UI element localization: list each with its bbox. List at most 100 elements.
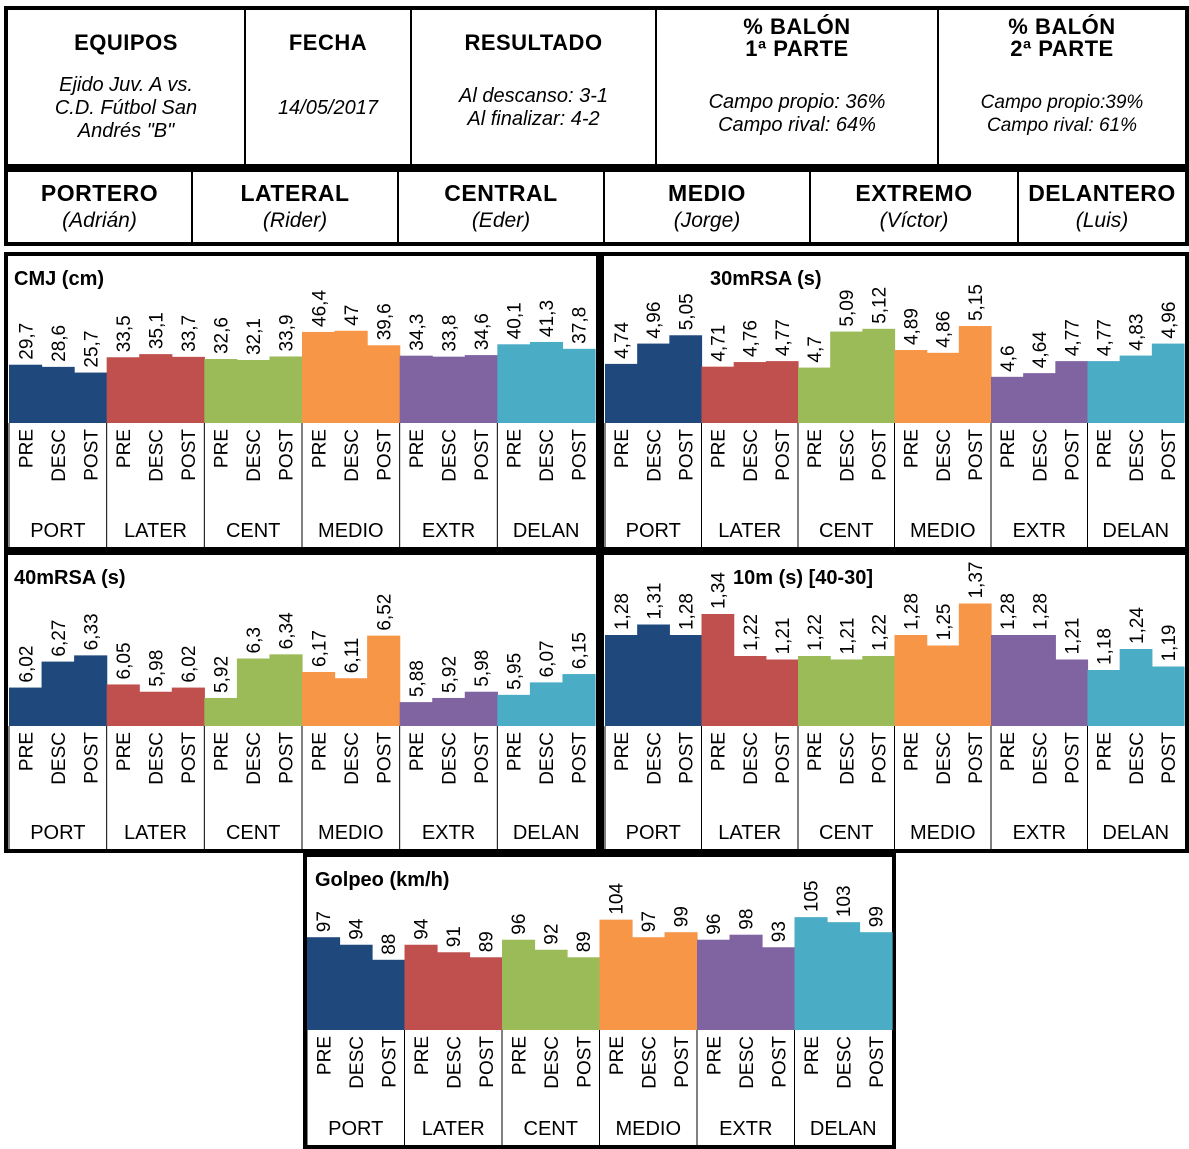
bar-cent-post [567, 957, 601, 1030]
category-tick-label: PRE [612, 732, 633, 771]
category-tick-label: PRE [612, 429, 633, 468]
position-extremo: EXTREMO (Víctor) [809, 170, 1019, 244]
chart-frame [303, 853, 896, 1149]
group-label-medio: MEDIO [318, 520, 384, 542]
data-label: 92 [542, 924, 563, 945]
category-tick-label: PRE [16, 429, 37, 468]
data-label: 4,86 [934, 311, 955, 348]
data-label: 4,83 [1127, 314, 1148, 351]
chart-title: CMJ (cm) [14, 268, 104, 290]
bar-cent-desc [830, 659, 863, 726]
fecha-header: FECHA [288, 30, 368, 55]
player-name: (Víctor) [879, 209, 949, 232]
category-tick-label: DESC [934, 429, 955, 482]
data-label: 103 [834, 885, 855, 917]
data-label: 4,89 [902, 308, 923, 345]
category-tick-label: PRE [509, 1036, 530, 1075]
bar-cent-desc [534, 949, 568, 1030]
category-tick-label: DESC [537, 429, 558, 482]
category-tick-label: DESC [342, 429, 363, 482]
bar-medio-post [958, 326, 992, 423]
bar-port-desc [41, 366, 75, 423]
group-label-medio: MEDIO [910, 822, 976, 844]
category-tick-label: DESC [49, 429, 70, 482]
data-label: 96 [509, 914, 530, 935]
group-label-port: PORT [30, 822, 85, 844]
equipos-cell: EQUIPOS Ejido Juv. A vs. C.D. Fútbol San… [5, 7, 246, 167]
category-tick-label: PRE [802, 1036, 823, 1075]
bar-delan-post [859, 932, 893, 1030]
bar-port-pre [9, 687, 43, 726]
category-tick-label: POST [570, 732, 591, 784]
category-tick-label: PRE [805, 732, 826, 771]
category-tick-label: PRE [805, 429, 826, 468]
bar-later-post [171, 687, 205, 726]
category-tick-label: POST [676, 429, 697, 481]
category-tick-label: PRE [212, 429, 233, 468]
bar-extr-post [762, 947, 796, 1030]
equipos-line-3: Andrés "B" [77, 120, 175, 142]
position-label: MEDIO [668, 180, 746, 206]
data-label: 1,18 [1095, 628, 1116, 665]
position-label: PORTERO [40, 180, 159, 206]
category-tick-label: POST [1159, 732, 1180, 784]
data-label: 1,21 [773, 618, 794, 655]
bar-extr-post [1055, 361, 1089, 423]
category-tick-label: DESC [147, 429, 168, 482]
bar-extr-post [464, 355, 498, 423]
group-label-cent: CENT [819, 520, 873, 542]
bar-later-post [469, 957, 503, 1030]
data-label: 46,4 [309, 290, 330, 327]
data-label: 97 [314, 911, 335, 932]
resultado-line-1: Al descanso: 3-1 [459, 85, 608, 107]
bar-delan-post [1151, 666, 1185, 726]
category-tick-label: POST [773, 732, 794, 784]
group-label-port: PORT [328, 1118, 383, 1140]
data-label: 4,6 [998, 345, 1019, 371]
data-label: 6,07 [537, 640, 558, 677]
rsa40-chart: 6,02 6,27 6,33 6,05 5,98 6,02 5,92 6,3 6,34 6,17 6… [4, 551, 600, 853]
cmj-chart: 29,7 28,6 25,7 33,5 35,1 33,7 32,6 32,1 33,9 46,4… [4, 252, 600, 551]
category-tick-label: POST [379, 1036, 400, 1088]
category-tick-label: DESC [1030, 732, 1051, 785]
group-label-medio: MEDIO [910, 520, 976, 542]
category-tick-label: PRE [902, 732, 923, 771]
category-tick-label: DESC [644, 732, 665, 785]
data-label: 6,17 [309, 630, 330, 667]
category-tick-label: DESC [147, 732, 168, 785]
bar-delan-desc [1119, 355, 1153, 423]
bar-delan-desc [529, 341, 564, 423]
data-label: 1,37 [966, 562, 987, 599]
position-central: CENTRAL (Eder) [397, 170, 605, 244]
bar-delan-desc [827, 922, 861, 1030]
bar-cent-post [269, 654, 303, 726]
bar-later-post [171, 356, 205, 423]
data-label: 5,88 [407, 660, 428, 697]
bar-port-desc [637, 624, 670, 726]
fecha-value: 14/05/2017 [277, 97, 379, 119]
bar-port-pre [307, 937, 341, 1030]
data-label: 6,05 [114, 642, 135, 679]
category-tick-label: POST [769, 1036, 790, 1088]
data-label: 5,15 [966, 284, 987, 321]
category-tick-label: PRE [309, 732, 330, 771]
bar-later-pre [404, 944, 438, 1030]
chart-frame [600, 252, 1189, 551]
category-tick-label: POST [574, 1036, 595, 1088]
data-label: 6,11 [342, 638, 363, 674]
bar-later-pre [701, 614, 735, 726]
group-label-medio: MEDIO [318, 822, 384, 844]
group-label-delan: DELAN [810, 1118, 877, 1140]
group-label-medio: MEDIO [615, 1118, 681, 1140]
bar-later-pre [106, 357, 140, 423]
bar-extr-pre [399, 355, 433, 423]
position-label: DELANTERO [1028, 180, 1176, 206]
data-label: 6,02 [179, 646, 200, 683]
bar-medio-post [958, 603, 992, 726]
category-tick-label: DESC [440, 429, 461, 482]
category-tick-label: PRE [212, 732, 233, 771]
bar-later-pre [701, 366, 735, 423]
category-tick-label: DESC [741, 429, 762, 482]
category-tick-label: DESC [837, 429, 858, 482]
bar-medio-post [367, 345, 401, 423]
